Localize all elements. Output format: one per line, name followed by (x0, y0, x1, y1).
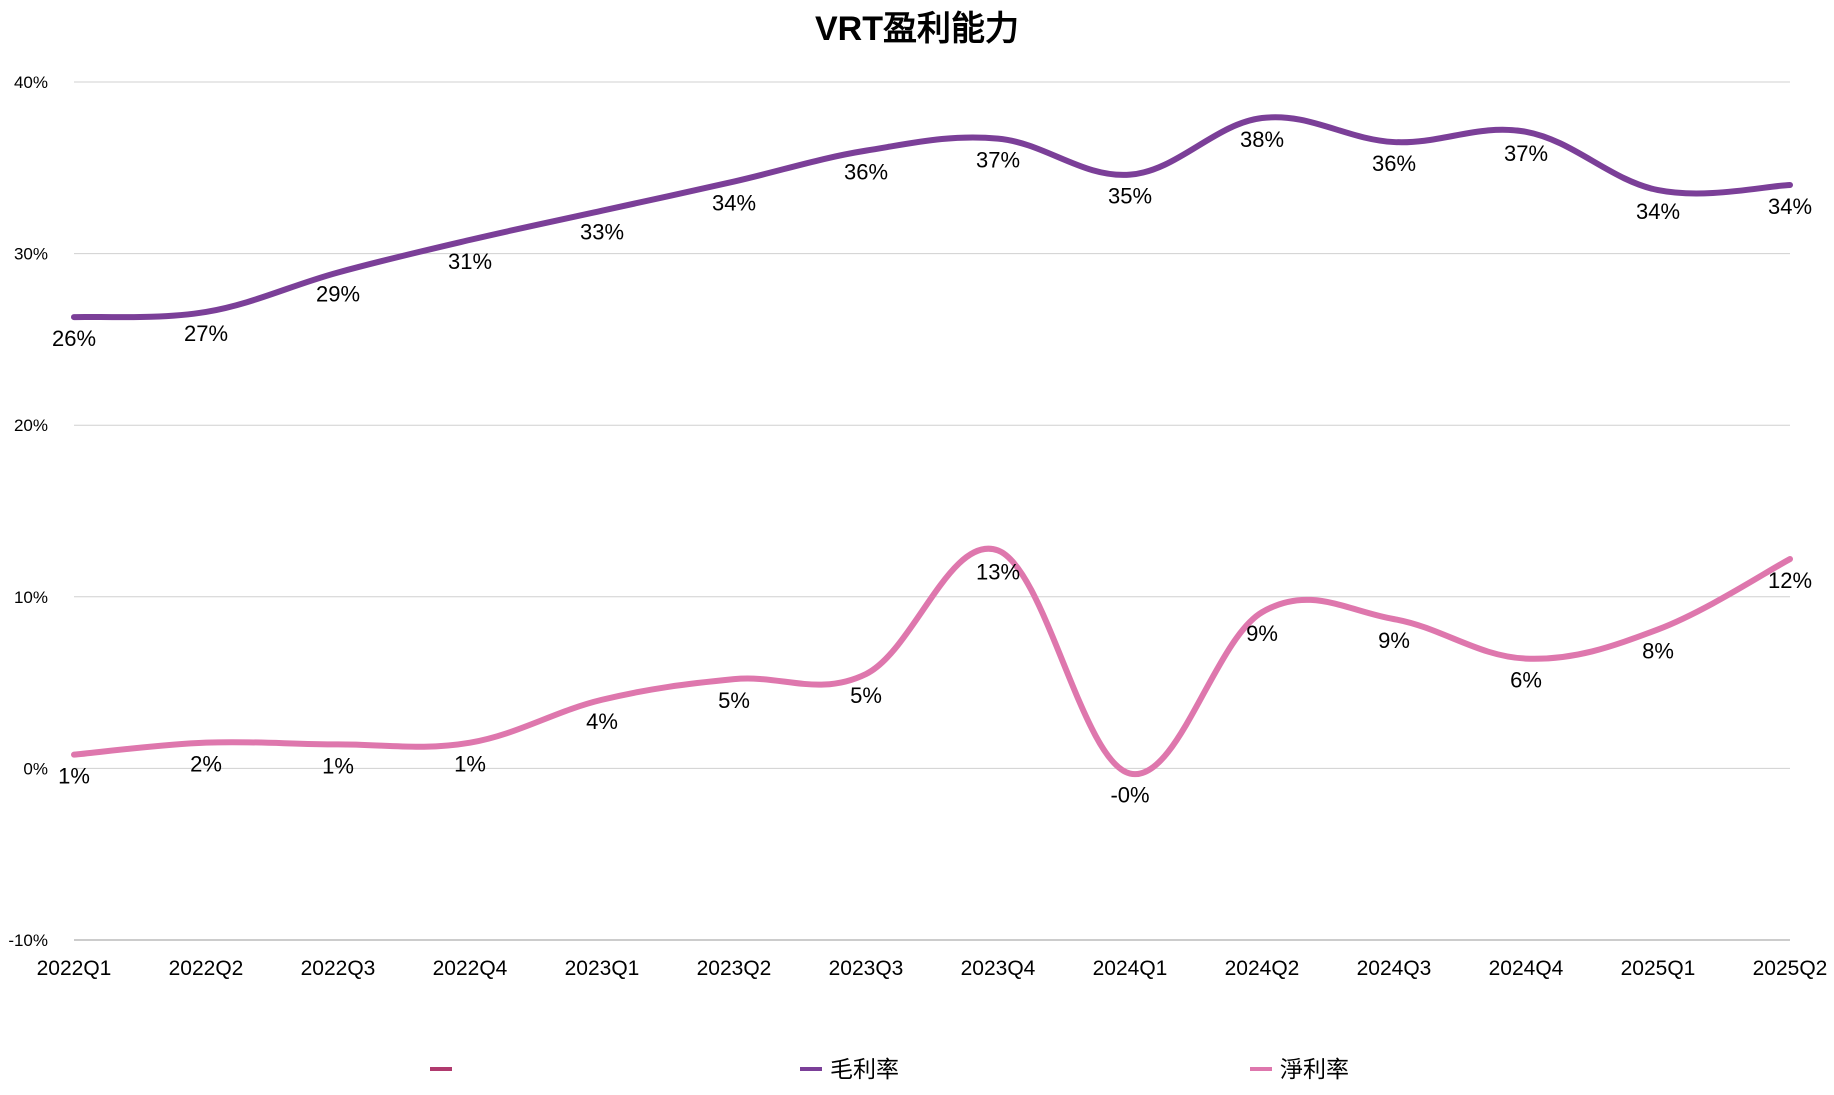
x-tick-label: 2024Q3 (1357, 957, 1432, 980)
data-label: 35% (1108, 184, 1152, 209)
x-tick-label: 2022Q2 (169, 957, 244, 980)
x-tick-label: 2022Q4 (433, 957, 508, 980)
data-label: 36% (1372, 151, 1416, 176)
data-label: 5% (718, 688, 750, 713)
x-tick-label: 2022Q1 (37, 957, 112, 980)
data-label: -0% (1110, 783, 1149, 808)
x-tick-label: 2025Q1 (1621, 957, 1696, 980)
x-tick-label: 2025Q2 (1753, 957, 1828, 980)
x-tick-label: 2023Q2 (697, 957, 772, 980)
legend-item: 毛利率 (800, 1056, 899, 1082)
data-labels: 26% 27% 29% 31% 33% 34% 36% 37% 35% 38% 36% 37% 34% 3… (52, 127, 1812, 808)
data-label: 12% (1768, 568, 1812, 593)
data-label: 1% (322, 753, 354, 778)
data-label: 9% (1246, 621, 1278, 646)
series-line-2 (71, 545, 1793, 777)
chart-title: VRT盈利能力 (815, 10, 1019, 48)
y-tick-label: 40% (14, 73, 48, 92)
x-tick-label: 2023Q3 (829, 957, 904, 980)
y-tick-label: 0% (23, 759, 48, 778)
data-label: 1% (58, 764, 90, 789)
data-label: 31% (448, 249, 492, 274)
series-line-1 (71, 114, 1793, 321)
data-label: 5% (850, 683, 882, 708)
x-tick-label: 2024Q2 (1225, 957, 1300, 980)
data-label: 37% (976, 148, 1020, 173)
gridlines (74, 81, 1790, 941)
x-axis-ticks: 2022Q1 2022Q2 2022Q3 2022Q4 2023Q1 2023Q2 2023… (37, 957, 1828, 980)
data-label: 37% (1504, 141, 1548, 166)
x-tick-label: 2024Q4 (1489, 957, 1564, 980)
data-label: 34% (1768, 194, 1812, 219)
data-label: 8% (1642, 638, 1674, 663)
data-label: 36% (844, 160, 888, 185)
data-label: 13% (976, 559, 1020, 584)
legend: 毛利率 淨利率 (430, 1056, 1349, 1082)
legend-label: 毛利率 (830, 1056, 899, 1082)
x-tick-label: 2022Q3 (301, 957, 376, 980)
y-tick-label: -10% (8, 931, 48, 950)
data-label: 34% (1636, 199, 1680, 224)
y-axis-ticks: -10% 0% 10% 20% 30% 40% (8, 73, 48, 950)
data-label: 33% (580, 220, 624, 245)
y-tick-label: 10% (14, 588, 48, 607)
data-label: 26% (52, 326, 96, 351)
x-tick-label: 2024Q1 (1093, 957, 1168, 980)
data-label: 4% (586, 709, 618, 734)
legend-label: 淨利率 (1280, 1056, 1349, 1082)
data-label: 2% (190, 752, 222, 777)
series-lines (71, 114, 1793, 777)
legend-item: 淨利率 (1250, 1056, 1349, 1082)
data-label: 34% (712, 191, 756, 216)
y-tick-label: 20% (14, 416, 48, 435)
y-tick-label: 30% (14, 245, 48, 264)
data-label: 29% (316, 281, 360, 306)
data-label: 38% (1240, 127, 1284, 152)
x-tick-label: 2023Q1 (565, 957, 640, 980)
data-label: 27% (184, 321, 228, 346)
x-tick-label: 2023Q4 (961, 957, 1036, 980)
data-label: 1% (454, 752, 486, 777)
data-label: 9% (1378, 628, 1410, 653)
data-label: 6% (1510, 668, 1542, 693)
